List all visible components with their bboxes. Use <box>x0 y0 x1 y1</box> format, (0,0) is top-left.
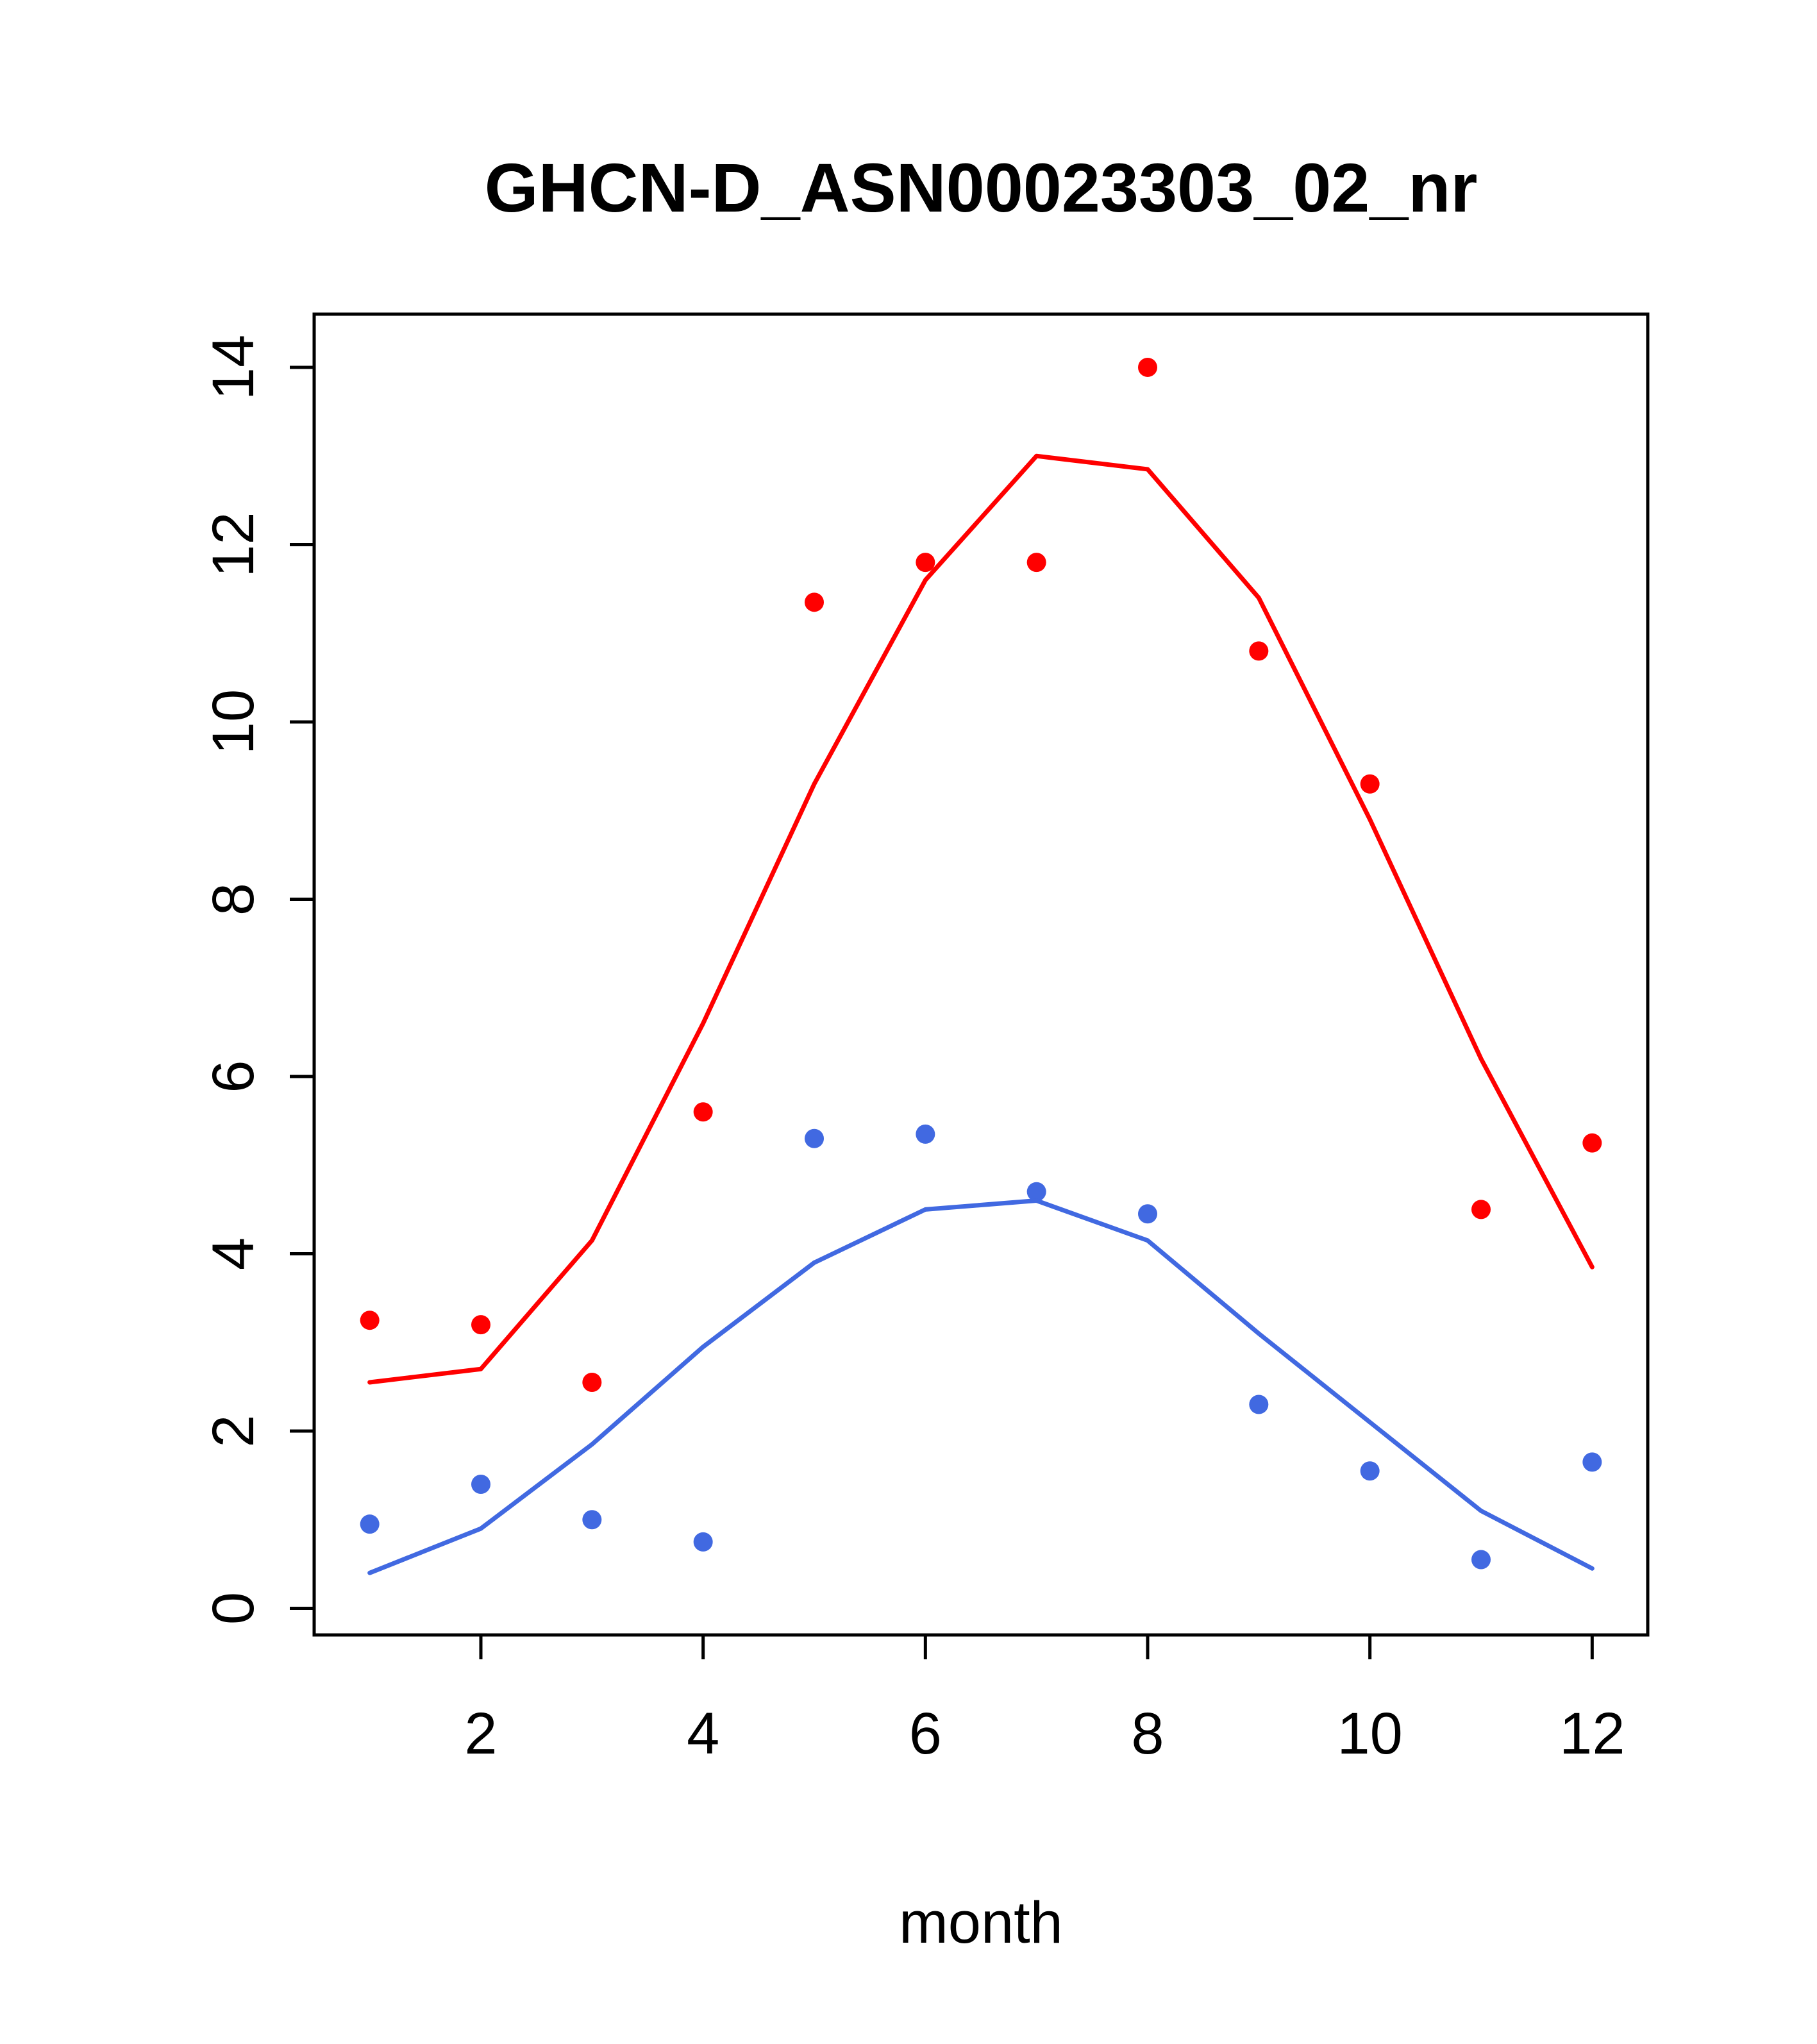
blue-line <box>367 1198 1595 1575</box>
x-axis-label: month <box>899 1890 1063 1956</box>
red-point <box>1360 774 1380 794</box>
red-line <box>367 453 1595 1385</box>
blue-point <box>1360 1461 1380 1481</box>
red-point <box>360 1311 380 1330</box>
y-tick-label: 0 <box>201 1592 266 1625</box>
y-tick-label: 12 <box>201 512 266 577</box>
x-tick-label: 10 <box>1337 1701 1402 1766</box>
x-tick-label: 4 <box>687 1701 719 1766</box>
blue-point <box>1582 1452 1602 1472</box>
red-point <box>1138 357 1157 377</box>
red-point <box>693 1102 713 1122</box>
red-point <box>916 553 935 573</box>
red-point <box>1026 553 1046 573</box>
red-point <box>582 1372 602 1392</box>
blue-point <box>582 1510 602 1530</box>
y-tick-label: 2 <box>201 1414 266 1447</box>
blue-point <box>360 1514 380 1534</box>
chart-title: GHCN-D_ASN00023303_02_nr <box>485 149 1478 226</box>
y-tick-label: 8 <box>201 883 266 916</box>
x-tick-label: 2 <box>464 1701 497 1766</box>
plot-box <box>312 312 1650 1637</box>
x-tick-label: 8 <box>1131 1701 1164 1766</box>
y-tick-label: 10 <box>201 689 266 755</box>
red-point <box>805 592 824 612</box>
blue-point <box>1138 1204 1157 1224</box>
red-point <box>1249 641 1269 661</box>
blue-point <box>693 1532 713 1552</box>
plot-area: 2 4 6 8 10 12 0 2 4 6 8 10 12 14 <box>201 312 1650 1766</box>
blue-point <box>1026 1182 1046 1202</box>
blue-point <box>916 1124 935 1144</box>
x-tick-label: 12 <box>1559 1701 1625 1766</box>
red-point <box>1582 1133 1602 1153</box>
red-point <box>1471 1200 1491 1219</box>
y-tick-label: 6 <box>201 1060 266 1093</box>
blue-point <box>471 1474 490 1494</box>
x-tick-label: 6 <box>909 1701 942 1766</box>
y-tick-label: 14 <box>201 335 266 400</box>
blue-point <box>805 1128 824 1148</box>
blue-point <box>1471 1550 1491 1570</box>
y-tick-label: 4 <box>201 1237 266 1270</box>
red-point <box>471 1315 490 1335</box>
blue-point <box>1249 1395 1269 1414</box>
